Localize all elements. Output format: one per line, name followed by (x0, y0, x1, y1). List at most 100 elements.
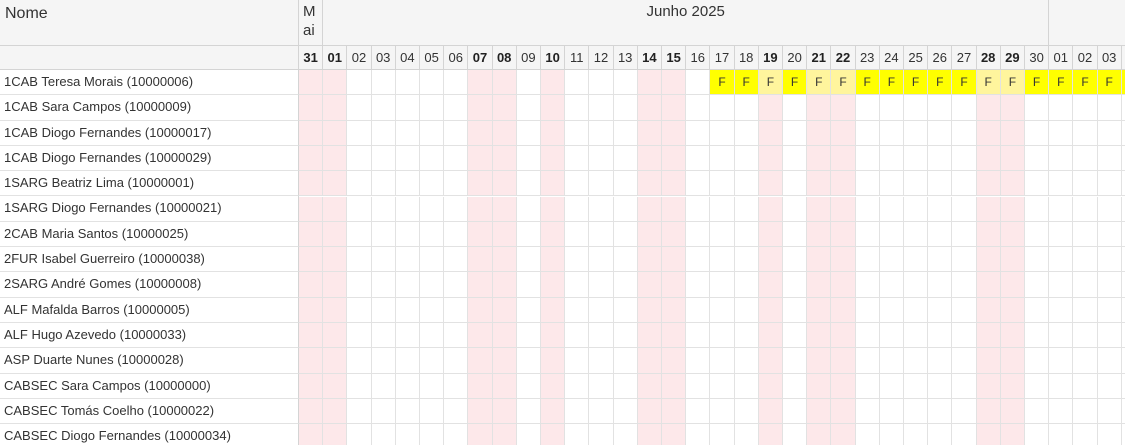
day-cell[interactable] (541, 95, 566, 121)
day-cell[interactable] (734, 196, 759, 222)
day-cell[interactable] (662, 70, 687, 96)
day-cell[interactable] (468, 221, 493, 248)
day-header-cell[interactable]: 02 (347, 46, 372, 70)
person-name[interactable]: ALF Mafalda Barros (10000005) (0, 297, 299, 323)
day-cell[interactable] (444, 424, 469, 445)
day-cell[interactable] (662, 171, 687, 197)
day-cell[interactable] (323, 171, 348, 197)
day-cell[interactable] (879, 373, 904, 399)
day-cell[interactable] (1025, 145, 1050, 172)
day-cell[interactable] (758, 145, 783, 172)
day-cell[interactable] (637, 323, 662, 349)
day-cell[interactable] (783, 272, 808, 298)
day-header-cell[interactable]: 22 (831, 46, 856, 70)
day-cell[interactable] (831, 348, 856, 374)
day-cell[interactable] (831, 145, 856, 172)
day-cell[interactable] (976, 348, 1001, 374)
day-cell[interactable] (710, 196, 735, 222)
day-cell[interactable] (565, 272, 590, 298)
day-header-cell[interactable]: 21 (807, 46, 832, 70)
day-cell[interactable] (928, 171, 953, 197)
day-cell[interactable] (613, 297, 638, 323)
day-cell[interactable] (952, 171, 977, 197)
day-cell[interactable] (371, 70, 396, 96)
day-cell[interactable] (783, 196, 808, 222)
day-cell[interactable] (299, 120, 324, 146)
day-cell[interactable] (420, 398, 445, 425)
day-cell[interactable] (1000, 272, 1025, 298)
day-cell[interactable] (734, 247, 759, 273)
day-cell[interactable] (807, 398, 832, 425)
day-cell[interactable] (1121, 323, 1125, 349)
day-cell[interactable] (589, 247, 614, 273)
day-cell[interactable] (637, 272, 662, 298)
day-cell[interactable] (1049, 171, 1074, 197)
day-cell[interactable] (1025, 424, 1050, 445)
day-header-cell[interactable]: 28 (976, 46, 1001, 70)
day-cell[interactable] (1073, 323, 1098, 349)
day-cell[interactable] (637, 373, 662, 399)
day-cell[interactable] (541, 424, 566, 445)
day-cell[interactable] (758, 95, 783, 121)
day-cell[interactable] (1049, 120, 1074, 146)
day-cell[interactable] (662, 297, 687, 323)
day-cell[interactable] (347, 272, 372, 298)
person-name[interactable]: CABSEC Tomás Coelho (10000022) (0, 398, 299, 425)
day-cell[interactable] (420, 171, 445, 197)
day-cell[interactable] (855, 120, 880, 146)
absence-cell[interactable]: F (855, 70, 880, 96)
absence-cell[interactable]: F (783, 70, 808, 96)
day-cell[interactable] (662, 348, 687, 374)
day-cell[interactable] (1025, 171, 1050, 197)
day-cell[interactable] (686, 120, 711, 146)
day-header-cell[interactable]: 30 (1025, 46, 1050, 70)
day-cell[interactable] (710, 272, 735, 298)
day-cell[interactable] (904, 95, 929, 121)
day-cell[interactable] (589, 171, 614, 197)
day-cell[interactable] (371, 145, 396, 172)
day-cell[interactable] (880, 424, 904, 445)
day-cell[interactable] (734, 221, 759, 248)
day-cell[interactable] (395, 95, 420, 121)
day-cell[interactable] (444, 145, 469, 172)
day-cell[interactable] (565, 196, 590, 222)
day-header-cell[interactable]: 02 (1073, 46, 1098, 70)
day-header-cell[interactable]: 03 (371, 46, 396, 70)
day-cell[interactable] (1073, 373, 1098, 399)
day-cell[interactable] (734, 348, 759, 374)
day-cell[interactable] (1073, 247, 1098, 273)
day-cell[interactable] (565, 120, 590, 146)
day-cell[interactable] (516, 95, 541, 121)
person-name[interactable]: 2SARG André Gomes (10000008) (0, 272, 299, 298)
day-cell[interactable] (347, 323, 372, 349)
day-cell[interactable] (444, 297, 469, 323)
absence-cell[interactable]: F (1025, 70, 1050, 96)
day-cell[interactable] (1121, 348, 1125, 374)
day-cell[interactable] (783, 323, 808, 349)
day-cell[interactable] (758, 373, 783, 399)
day-cell[interactable] (613, 196, 638, 222)
day-cell[interactable] (541, 247, 566, 273)
day-cell[interactable] (444, 398, 469, 425)
day-cell[interactable] (855, 297, 880, 323)
day-cell[interactable] (613, 95, 638, 121)
person-name[interactable]: 1CAB Diogo Fernandes (10000017) (0, 120, 299, 146)
day-cell[interactable] (347, 424, 372, 445)
day-cell[interactable] (1097, 373, 1122, 399)
day-cell[interactable] (758, 171, 783, 197)
day-cell[interactable] (589, 323, 614, 349)
day-cell[interactable] (565, 95, 590, 121)
day-cell[interactable] (1097, 323, 1122, 349)
day-cell[interactable] (879, 398, 904, 425)
day-cell[interactable] (855, 196, 880, 222)
person-name[interactable]: ALF Hugo Azevedo (10000033) (0, 322, 299, 349)
day-cell[interactable] (831, 247, 856, 273)
day-cell[interactable] (589, 424, 614, 445)
day-cell[interactable] (395, 323, 420, 349)
day-cell[interactable] (1073, 424, 1098, 445)
day-cell[interactable] (1098, 424, 1122, 445)
day-cell[interactable] (589, 272, 614, 298)
day-cell[interactable] (614, 424, 638, 445)
day-cell[interactable] (1049, 348, 1074, 374)
day-cell[interactable] (904, 323, 929, 349)
